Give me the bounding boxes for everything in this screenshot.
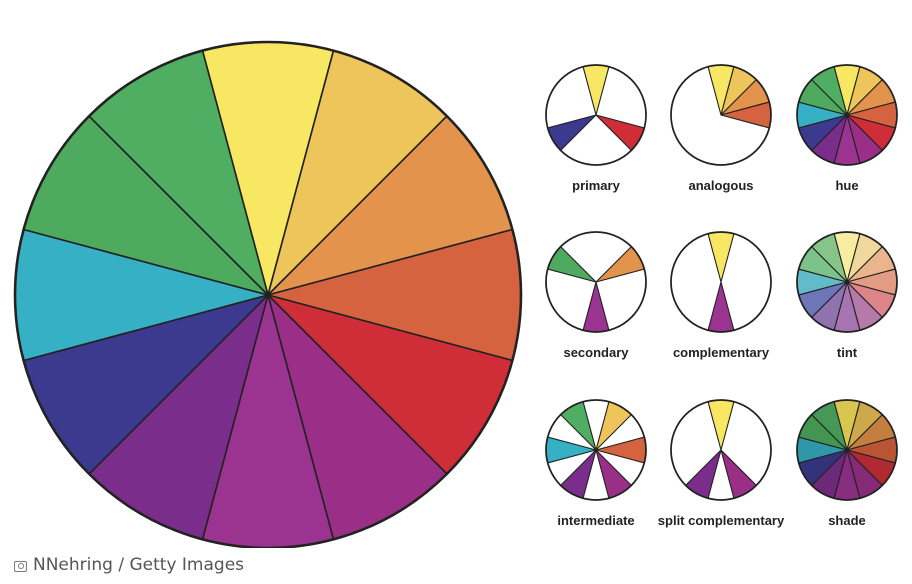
scheme-label: hue: [835, 178, 858, 193]
scheme-label: split complementary: [658, 513, 785, 528]
scheme-6-outline: [545, 399, 647, 501]
scheme-wheel-hue: hue: [796, 64, 898, 193]
scheme-3-outline: [545, 231, 647, 333]
color-wheel-diagram: primary analogous hue secondary complementar…: [13, 40, 898, 548]
scheme-wheel-secondary: secondary: [545, 231, 647, 360]
scheme-5-outline: [796, 231, 898, 333]
scheme-4-outline: [670, 231, 772, 333]
scheme-wheel-complementary: complementary: [670, 231, 772, 360]
scheme-8-outline: [796, 399, 898, 501]
scheme-label: shade: [828, 513, 866, 528]
scheme-wheel-primary: primary: [545, 64, 647, 193]
scheme-0-outline: [545, 64, 647, 166]
image-credit: NNehring / Getty Images: [14, 553, 244, 577]
color-scheme-grid: primary analogous hue secondary complementar…: [545, 64, 898, 528]
scheme-label: primary: [572, 178, 620, 193]
scheme-label: intermediate: [557, 513, 634, 528]
scheme-1-outline: [670, 64, 772, 166]
scheme-label: complementary: [673, 345, 770, 360]
scheme-label: tint: [837, 345, 858, 360]
scheme-label: secondary: [563, 345, 629, 360]
scheme-label: analogous: [688, 178, 753, 193]
scheme-wheel-shade: shade: [796, 399, 898, 528]
scheme-wheel-analogous: analogous: [670, 64, 772, 193]
scheme-wheel-intermediate: intermediate: [545, 399, 647, 528]
credit-text: NNehring / Getty Images: [33, 555, 245, 575]
main-color-wheel: [13, 40, 523, 548]
scheme-wheel-split-complementary: split complementary: [658, 399, 785, 528]
camera-icon: [14, 560, 27, 572]
scheme-wheel-tint: tint: [796, 231, 898, 360]
main-wheel-outline: [13, 40, 523, 548]
scheme-7-outline: [670, 399, 772, 501]
scheme-2-outline: [796, 64, 898, 166]
